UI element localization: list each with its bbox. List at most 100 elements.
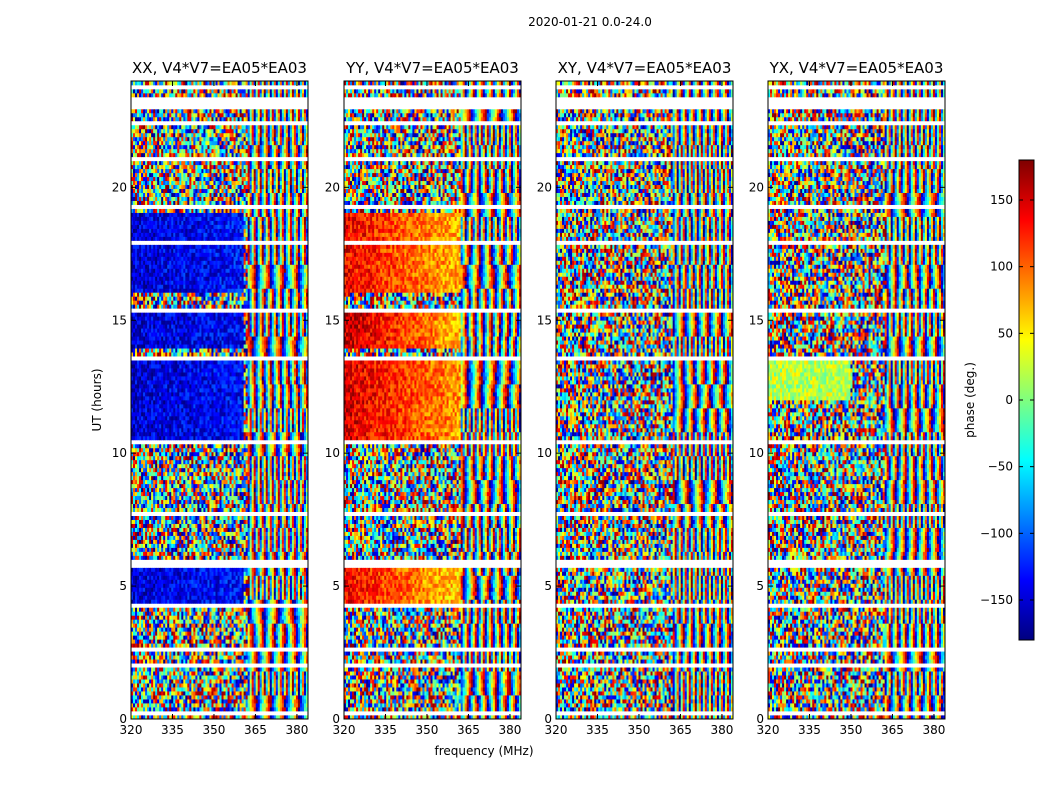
heatmap-cell — [238, 711, 240, 715]
heatmap-cell — [252, 711, 254, 715]
heatmap-cell — [195, 695, 197, 699]
heatmap-cell — [300, 695, 302, 699]
heatmap-cell — [149, 691, 151, 695]
heatmap-cell — [290, 695, 292, 699]
heatmap-cell — [264, 711, 266, 715]
heatmap-cell — [250, 703, 252, 707]
heatmap-cell — [276, 695, 278, 699]
heatmap-cell — [274, 699, 276, 703]
heatmap-cell — [224, 695, 226, 699]
heatmap-cell — [290, 707, 292, 711]
heatmap-cell — [189, 711, 191, 715]
heatmap-cell — [240, 707, 242, 711]
heatmap-cell — [276, 707, 278, 711]
heatmap-cell — [167, 711, 169, 715]
heatmap-cell — [137, 703, 139, 707]
heatmap-cell — [220, 699, 222, 703]
heatmap-cell — [175, 707, 177, 711]
heatmap-cell — [143, 699, 145, 703]
heatmap-cell — [209, 695, 211, 699]
heatmap-cell — [300, 703, 302, 707]
heatmap-cell — [173, 691, 175, 695]
heatmap-cell — [230, 691, 232, 695]
heatmap-cell — [181, 703, 183, 707]
heatmap-cell — [195, 711, 197, 715]
heatmap-cell — [242, 707, 244, 711]
heatmap-cell — [133, 703, 135, 707]
heatmap-cell — [294, 695, 296, 699]
heatmap-cell — [236, 711, 238, 715]
heatmap-cell — [209, 699, 211, 703]
heatmap-cell — [240, 695, 242, 699]
heatmap-cell — [209, 707, 211, 711]
heatmap-cell — [185, 695, 187, 699]
heatmap-cell — [145, 695, 147, 699]
heatmap-cell — [211, 711, 213, 715]
heatmap-cell — [215, 691, 217, 695]
heatmap-cell — [226, 695, 228, 699]
heatmap-cell — [155, 703, 157, 707]
heatmap-cell — [230, 707, 232, 711]
heatmap-cell — [175, 703, 177, 707]
heatmap-cell — [165, 711, 167, 715]
heatmap-cell — [256, 699, 258, 703]
heatmap-cell — [139, 695, 141, 699]
heatmap-cell — [266, 707, 268, 711]
heatmap-cell — [260, 699, 262, 703]
heatmap-cell — [217, 695, 219, 699]
heatmap-cell — [201, 691, 203, 695]
heatmap-cell — [151, 699, 153, 703]
heatmap-cell — [282, 695, 284, 699]
heatmap-cell — [270, 691, 272, 695]
heatmap-cell — [244, 699, 246, 703]
heatmap-cell — [252, 699, 254, 703]
heatmap-cell — [278, 707, 280, 711]
heatmap-cell — [175, 711, 177, 715]
panels: XX, V4*V7=EA05*EA03320 335 350 365 380051015… — [112, 59, 946, 737]
heatmap-cell — [246, 699, 248, 703]
figure: 2020-01-21 0.0-24.0 XX, V4*V7=EA05*EA033… — [0, 0, 1050, 800]
heatmap-cell — [189, 695, 191, 699]
heatmap-cell — [161, 699, 163, 703]
heatmap-cell — [228, 699, 230, 703]
heatmap-cell — [201, 707, 203, 711]
heatmap-cell — [201, 695, 203, 699]
heatmap-cell — [252, 703, 254, 707]
heatmap-cell — [139, 707, 141, 711]
heatmap-cell — [282, 703, 284, 707]
heatmap-cell — [260, 707, 262, 711]
heatmap-cell — [197, 703, 199, 707]
heatmap-cell — [248, 703, 250, 707]
heatmap-cell — [145, 703, 147, 707]
heatmap-cell — [137, 711, 139, 715]
heatmap-cell — [250, 711, 252, 715]
heatmap-cell — [262, 695, 264, 699]
heatmap-cell — [222, 707, 224, 711]
heatmap-cell — [151, 707, 153, 711]
heatmap-cell — [201, 699, 203, 703]
heatmap-cells — [131, 81, 308, 719]
heatmap-cell — [195, 703, 197, 707]
heatmap-cell — [296, 707, 298, 711]
heatmap-cell — [141, 711, 143, 715]
heatmap-cell — [177, 703, 179, 707]
heatmap-cell — [161, 695, 163, 699]
heatmap-cell — [207, 707, 209, 711]
heatmap-cell — [266, 695, 268, 699]
heatmap-cell — [149, 711, 151, 715]
heatmap-cell — [139, 711, 141, 715]
heatmap-cell — [276, 699, 278, 703]
heatmap-cell — [161, 703, 163, 707]
heatmap-cell — [286, 699, 288, 703]
heatmap-cell — [179, 707, 181, 711]
heatmap-cell — [252, 691, 254, 695]
heatmap-cell — [236, 699, 238, 703]
heatmap-cell — [286, 703, 288, 707]
heatmap-cell — [179, 703, 181, 707]
heatmap-cell — [209, 711, 211, 715]
heatmap-cell — [234, 691, 236, 695]
heatmap-cell — [155, 699, 157, 703]
heatmap-cell — [177, 711, 179, 715]
heatmap-cell — [232, 695, 234, 699]
heatmap-cell — [240, 699, 242, 703]
